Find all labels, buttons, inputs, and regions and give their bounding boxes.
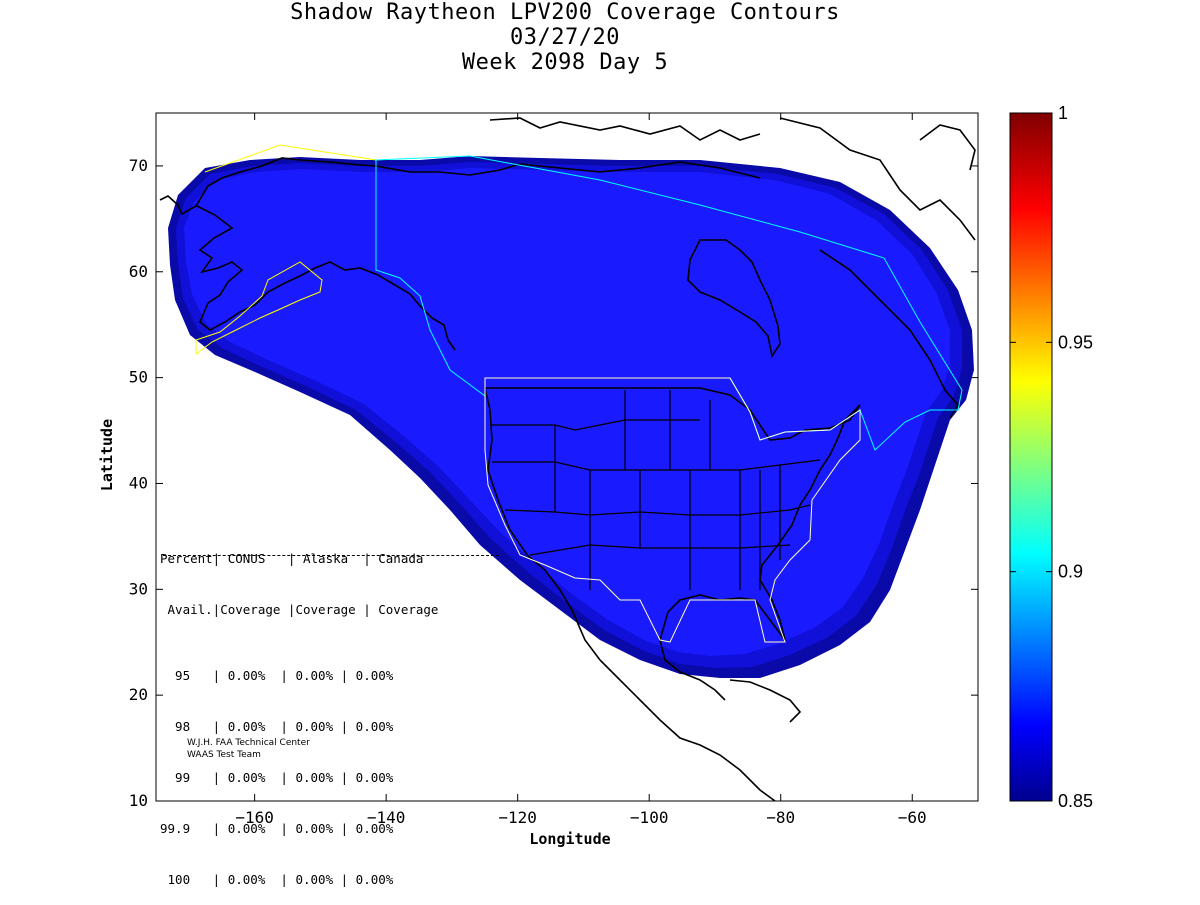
title-block: Shadow Raytheon LPV200 Coverage Contours… (0, 0, 1130, 75)
y-tick-label: 40 (129, 473, 148, 492)
colorbar-ticks: 0.85 0.9 0.95 1 (1010, 103, 1093, 811)
x-axis: −160 −140 −120 −100 −80 −60 (235, 113, 927, 827)
x-tick-label: −100 (630, 808, 669, 827)
stats-row: 100 | 0.00% | 0.00% | 0.00% (160, 872, 394, 887)
colorbar-tick-label: 1 (1058, 103, 1068, 123)
y-axis-label: Latitude (98, 419, 116, 491)
credit-line-2: WAAS Test Team (187, 750, 261, 760)
stats-row: 95 | 0.00% | 0.00% | 0.00% (160, 668, 394, 683)
title-line-2: 03/27/20 (510, 25, 620, 50)
x-tick-label: −140 (367, 808, 406, 827)
stats-header-2: Avail.|Coverage |Coverage | Coverage (160, 602, 439, 617)
x-tick-label: −160 (235, 808, 274, 827)
stats-row: 99.9 | 0.00% | 0.00% | 0.00% (160, 821, 394, 836)
title-line-1: Shadow Raytheon LPV200 Coverage Contours (290, 0, 840, 25)
colorbar-tick-label: 0.85 (1058, 791, 1093, 811)
stats-row: 99 | 0.00% | 0.00% | 0.00% (160, 770, 394, 785)
y-tick-label: 60 (129, 262, 148, 281)
colorbar (1009, 112, 1053, 802)
stats-row: 98 | 0.00% | 0.00% | 0.00% (160, 719, 394, 734)
coastlines (159, 117, 976, 801)
coverage-contour-inner (184, 168, 950, 656)
credit-line-1: W.J.H. FAA Technical Center (187, 738, 310, 748)
y-tick-label: 10 (129, 791, 148, 810)
state-boundaries (490, 390, 821, 590)
x-axis-label: Longitude (529, 830, 610, 848)
credit-block: W.J.H. FAA Technical Center WAAS Test Te… (187, 737, 310, 761)
stats-header-1: Percent| CONUS | Alaska | Canada (160, 551, 424, 566)
colorbar-tick-label: 0.95 (1058, 332, 1093, 352)
x-tick-label: −60 (898, 808, 927, 827)
y-axis: 10 20 30 40 50 60 70 (129, 156, 978, 810)
y-tick-label: 20 (129, 685, 148, 704)
y-tick-label: 50 (129, 368, 148, 387)
y-tick-label: 70 (129, 156, 148, 175)
stats-divider (163, 555, 499, 556)
colorbar-tick-label: 0.9 (1058, 562, 1083, 582)
y-tick-label: 30 (129, 579, 148, 598)
service-volume-alaska (195, 144, 377, 355)
coverage-stats-table: Percent| CONUS | Alaska | Canada Avail.|… (160, 518, 499, 905)
title-line-3: Week 2098 Day 5 (461, 50, 669, 75)
service-volume-conus (484, 377, 861, 643)
x-tick-label: −120 (498, 808, 537, 827)
x-tick-label: −80 (766, 808, 795, 827)
